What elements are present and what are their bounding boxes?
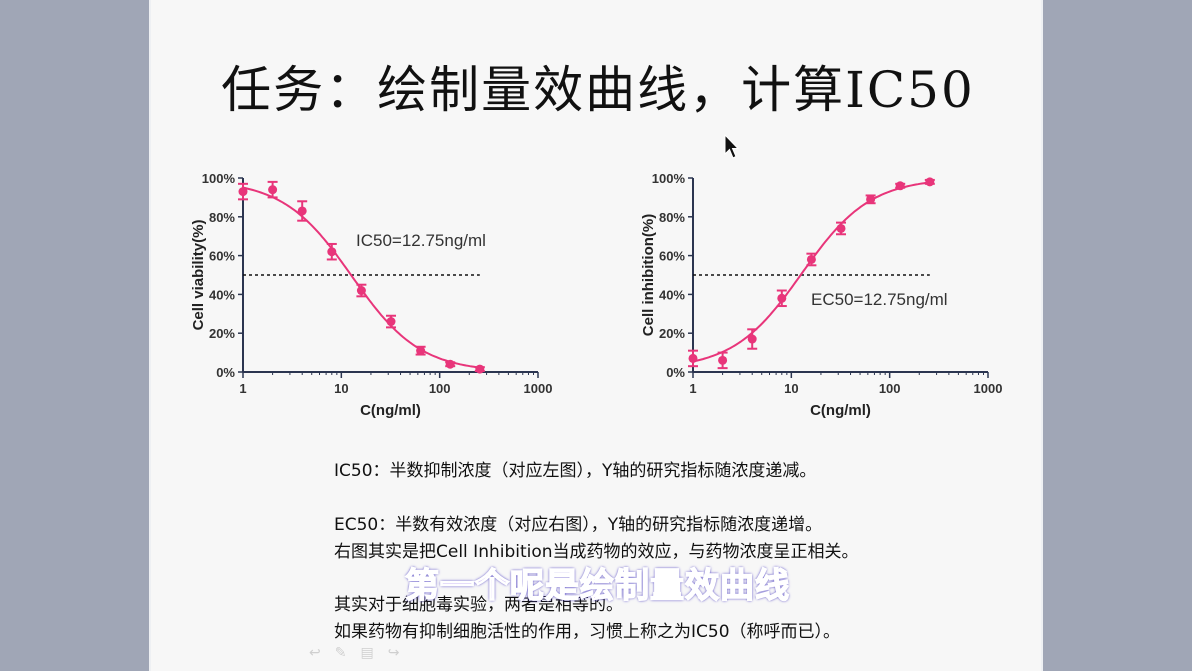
data-point — [268, 185, 278, 195]
data-point — [806, 254, 816, 264]
y-tick-label: 60% — [209, 249, 235, 264]
undo-arrow-icon[interactable]: ↩ — [309, 645, 321, 661]
y-tick-label: 20% — [659, 326, 685, 341]
data-point — [475, 364, 485, 374]
x-axis-title: C(ng/ml) — [810, 402, 871, 419]
x-tick-label: 1 — [239, 381, 246, 396]
video-subtitle-caption: 第一个呢是绘制量效曲线 — [404, 565, 790, 607]
x-tick-label: 10 — [334, 381, 348, 396]
ic50-viability-chart: 0% 20% 40% 60% 80% 100% 1 10 100 1000 C(ng/ml) Cell… — [190, 171, 553, 419]
x-tick-label: 1000 — [974, 381, 1003, 396]
data-point — [297, 206, 307, 216]
right-chart-explanation-text: 右图其实是把Cell Inhibition当成药物的效应，与药物浓度呈正相关。 — [334, 542, 859, 562]
x-tick-label: 100 — [879, 381, 901, 396]
x-tick-label: 100 — [429, 381, 451, 396]
data-point — [718, 355, 728, 365]
cytotoxicity-note-text: 其实对于细胞毒实验，两者是相等的。 — [334, 595, 623, 615]
y-tick-label: 40% — [659, 287, 685, 302]
y-tick-label: 80% — [659, 210, 685, 225]
y-tick-label: 40% — [209, 287, 235, 302]
y-tick-label: 20% — [209, 326, 235, 341]
y-tick-label: 100% — [652, 171, 686, 186]
x-tick-label: 10 — [784, 381, 798, 396]
data-point — [416, 346, 426, 356]
x-tick-label: 1000 — [524, 381, 553, 396]
ec50-definition-text: EC50：半数有效浓度（对应右图），Y轴的研究指标随浓度递增。 — [334, 515, 823, 535]
pen-icon[interactable]: ✎ — [334, 645, 347, 661]
naming-convention-text: 如果药物有抑制细胞活性的作用，习惯上称之为IC50（称呼而已）。 — [334, 622, 841, 642]
data-point — [445, 359, 455, 369]
data-point — [747, 334, 757, 344]
x-axis-title: C(ng/ml) — [360, 402, 421, 419]
y-tick-label: 0% — [216, 365, 235, 380]
presentation-slide: 任务：绘制量效曲线，计算IC50 0% 20% 40% 60% 80% 100% 1 10 10… — [149, 0, 1043, 671]
fit-curve — [242, 186, 480, 369]
data-point — [238, 187, 248, 197]
ic50-definition-text: IC50：半数抑制浓度（对应左图），Y轴的研究指标随浓度递减。 — [334, 461, 817, 481]
data-point — [327, 247, 337, 257]
y-tick-label: 100% — [202, 171, 236, 186]
ic-ec50-annotation: IC50=12.75ng/ml — [356, 231, 486, 250]
menu-icon[interactable]: ▤ — [360, 645, 374, 661]
slide-title: 任务：绘制量效曲线，计算IC50 — [221, 61, 975, 119]
x-tick-label: 1 — [689, 381, 696, 396]
data-point — [925, 177, 935, 187]
data-point — [356, 286, 366, 296]
y-axis-title: Cell viability(%) — [190, 220, 207, 331]
data-point — [777, 293, 787, 303]
data-point — [386, 317, 396, 327]
fit-curve — [692, 181, 930, 363]
y-tick-label: 80% — [209, 210, 235, 225]
y-tick-label: 0% — [666, 365, 685, 380]
ic-ec50-annotation: EC50=12.75ng/ml — [811, 290, 948, 309]
data-point — [895, 181, 905, 191]
ec50-inhibition-chart: 0% 20% 40% 60% 80% 100% 1 10 100 1000 C(ng/ml) Cell… — [640, 171, 1003, 419]
mouse-cursor-icon — [724, 134, 740, 159]
slideshow-toolbar: ↩ ✎ ▤ ↪ — [309, 645, 399, 661]
y-axis-title: Cell inhibition(%) — [640, 214, 657, 336]
data-point — [836, 223, 846, 233]
data-point — [866, 194, 876, 204]
redo-arrow-icon[interactable]: ↪ — [387, 645, 400, 661]
data-point — [688, 353, 698, 363]
y-tick-label: 60% — [659, 249, 685, 264]
